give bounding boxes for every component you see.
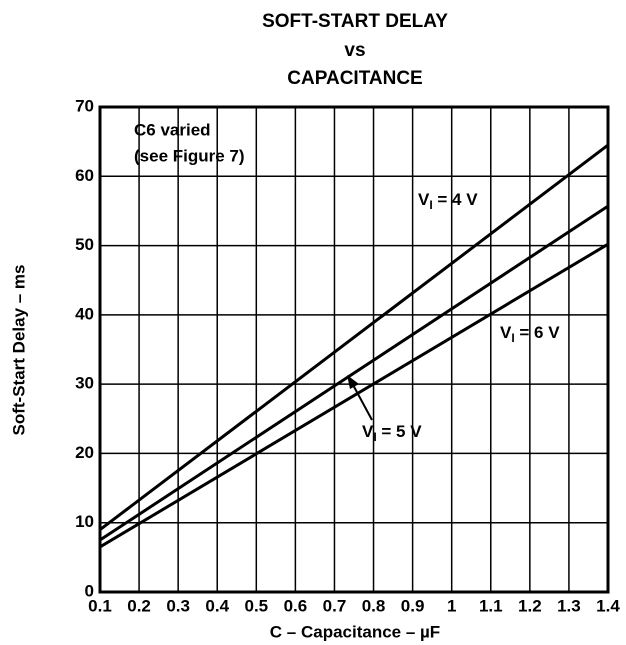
x-tick-label: 0.5 — [244, 596, 268, 615]
x-tick-label: 0.3 — [166, 596, 190, 615]
y-tick-label: 70 — [75, 96, 94, 115]
y-tick-label: 60 — [75, 166, 94, 185]
x-tick-label: 0.8 — [362, 596, 386, 615]
x-tick-label: 1 — [447, 596, 456, 615]
x-tick-label: 0.1 — [88, 596, 112, 615]
x-tick-label: 1.1 — [479, 596, 503, 615]
line — [99, 143, 609, 531]
y-tick-label: 10 — [75, 512, 94, 531]
x-tick-label: 0.4 — [205, 596, 229, 615]
annotation: (see Figure 7) — [134, 146, 245, 165]
line — [99, 204, 609, 542]
series-label: VI = 6 V — [500, 323, 560, 345]
annotation: C6 varied — [134, 120, 211, 139]
x-axis-label: C – Capacitance – µF — [270, 622, 440, 641]
x-tick-label: 0.7 — [323, 596, 347, 615]
x-tick-label: 0.6 — [284, 596, 308, 615]
y-tick-label: 20 — [75, 443, 94, 462]
line — [99, 242, 609, 549]
x-tick-label: 0.2 — [127, 596, 151, 615]
chart-title: vs — [344, 40, 365, 61]
plot-frame — [98, 105, 610, 594]
y-axis-label: Soft-Start Delay – ms — [9, 265, 28, 436]
x-tick-label: 1.3 — [557, 596, 581, 615]
y-tick-label: 40 — [75, 304, 94, 323]
chart-title: CAPACITANCE — [287, 68, 422, 89]
series-label: VI = 5 V — [362, 422, 422, 444]
chart-title: SOFT-START DELAY — [262, 11, 448, 32]
x-tick-label: 1.4 — [596, 596, 620, 615]
y-tick-label: 0 — [85, 581, 94, 600]
x-tick-label: 0.9 — [401, 596, 425, 615]
arrow-head — [347, 375, 359, 389]
arrow — [351, 382, 373, 421]
x-tick-label: 1.2 — [518, 596, 542, 615]
y-tick-label: 50 — [75, 235, 94, 254]
series-label: VI = 4 V — [418, 190, 478, 212]
y-tick-label: 30 — [75, 374, 94, 393]
